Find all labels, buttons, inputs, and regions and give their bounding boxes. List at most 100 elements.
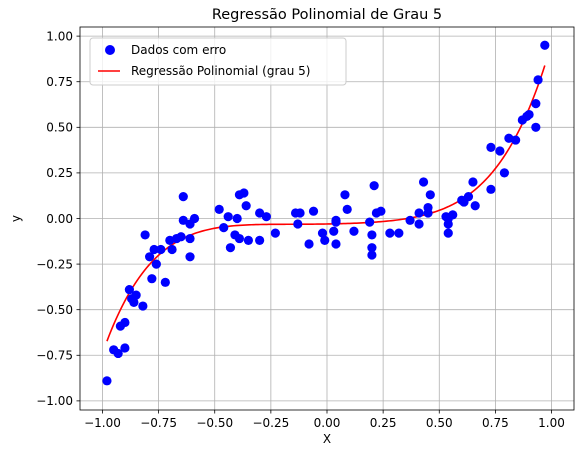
x-axis-label: X <box>323 432 331 446</box>
data-point <box>448 210 458 220</box>
data-point <box>540 40 550 50</box>
data-point <box>225 243 236 253</box>
legend-entry-scatter: Dados com erro <box>131 43 226 57</box>
data-point <box>270 228 280 238</box>
data-point <box>243 235 254 245</box>
data-point <box>223 212 233 222</box>
data-point <box>470 201 480 211</box>
data-point <box>365 217 375 227</box>
data-point <box>239 188 249 198</box>
data-point <box>468 177 478 187</box>
data-point <box>156 244 166 255</box>
legend: Dados com erro Regressão Polinomial (gra… <box>89 37 347 86</box>
legend-scatter-marker <box>105 45 115 55</box>
data-point <box>414 208 424 218</box>
data-point <box>533 75 543 85</box>
data-point <box>160 277 170 287</box>
data-point <box>531 99 541 109</box>
data-point <box>367 250 377 260</box>
x-tick-label: −1.00 <box>84 416 121 430</box>
legend-box <box>89 37 347 86</box>
data-point <box>511 135 521 145</box>
x-tick-label: 0.50 <box>426 416 453 430</box>
grid <box>80 27 574 410</box>
data-point <box>293 219 303 229</box>
data-point <box>255 235 265 245</box>
data-point <box>495 146 505 156</box>
y-tick-label: 1.00 <box>46 29 73 43</box>
data-point <box>340 190 350 200</box>
data-point <box>331 239 341 249</box>
data-point <box>524 109 534 120</box>
data-point <box>295 208 305 218</box>
chart-title: Regressão Polinomial de Grau 5 <box>212 7 442 23</box>
x-tick-label: 0.25 <box>370 416 397 430</box>
data-point <box>425 190 435 200</box>
data-point <box>308 206 319 216</box>
data-point <box>385 228 395 238</box>
y-tick-label: −1.00 <box>36 394 73 408</box>
data-point <box>486 142 496 152</box>
data-point <box>376 206 386 216</box>
data-point <box>369 181 379 191</box>
data-point <box>129 297 139 307</box>
data-point <box>113 348 123 359</box>
data-point <box>214 204 224 214</box>
data-point <box>147 274 157 284</box>
data-point <box>124 285 134 295</box>
data-point <box>342 204 352 214</box>
data-point <box>418 177 429 187</box>
ticks: −1.00 −0.75 −0.50 −0.25 0.00 0.25 0.50 0.75 1.00… <box>36 29 565 430</box>
y-tick-label: 0.00 <box>46 212 73 226</box>
data-point <box>317 228 328 238</box>
data-point <box>131 290 141 300</box>
data-point <box>463 192 474 202</box>
data-point <box>367 230 377 240</box>
legend-entry-line: Regressão Polinomial (grau 5) <box>131 64 310 78</box>
data-point <box>499 168 509 178</box>
data-point <box>394 228 404 238</box>
data-point <box>531 122 541 132</box>
scatter-points <box>102 40 550 386</box>
y-tick-label: −0.25 <box>36 257 73 271</box>
data-point <box>149 244 159 255</box>
data-point <box>255 208 265 218</box>
data-point <box>102 376 112 386</box>
x-tick-label: 0.75 <box>482 416 509 430</box>
data-point <box>120 343 130 353</box>
data-point <box>219 223 229 233</box>
x-tick-label: −0.50 <box>196 416 233 430</box>
data-point <box>189 213 200 224</box>
x-tick-label: 1.00 <box>538 416 565 430</box>
data-point <box>138 301 148 311</box>
data-point <box>329 226 339 236</box>
data-point <box>486 184 496 194</box>
data-point <box>167 244 177 255</box>
x-tick-label: −0.75 <box>140 416 177 430</box>
y-axis-label: y <box>9 215 23 222</box>
data-point <box>367 243 377 253</box>
y-tick-label: 0.50 <box>46 121 73 135</box>
data-point <box>405 215 415 225</box>
data-point <box>234 233 245 244</box>
x-tick-label: −0.25 <box>252 416 289 430</box>
data-point <box>185 233 195 244</box>
data-point <box>304 239 314 249</box>
data-point <box>331 217 341 227</box>
data-point <box>120 317 130 328</box>
y-tick-label: −0.75 <box>36 349 73 363</box>
data-point <box>349 226 359 236</box>
plot-frame <box>79 26 575 411</box>
data-point <box>176 232 186 242</box>
data-point <box>320 235 330 245</box>
data-point <box>151 259 161 269</box>
data-point <box>241 201 251 211</box>
data-point <box>178 215 188 225</box>
data-point <box>443 228 453 238</box>
data-point <box>145 252 155 262</box>
y-tick-label: 0.75 <box>46 75 73 89</box>
x-tick-label: 0.00 <box>314 416 341 430</box>
data-point <box>185 252 195 262</box>
data-point <box>140 230 150 240</box>
